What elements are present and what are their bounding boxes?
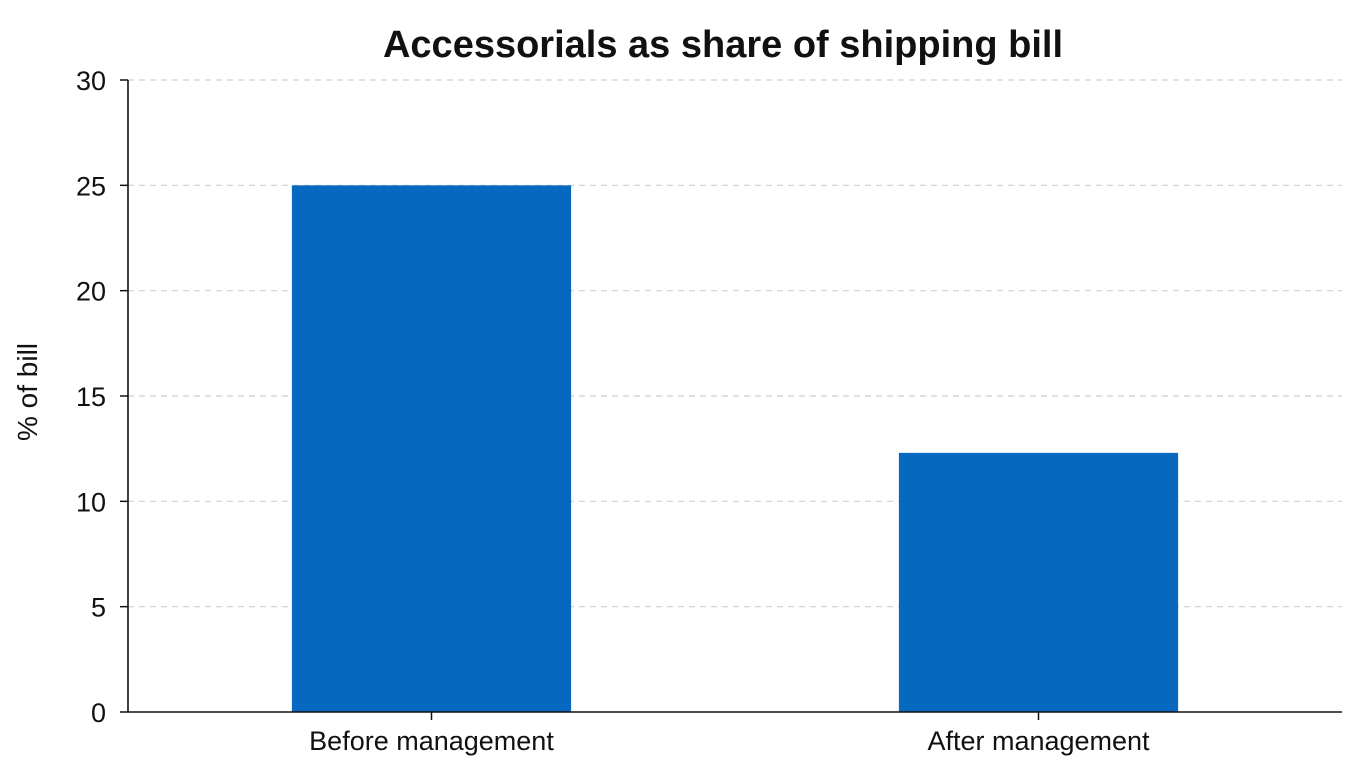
y-tick-label: 5 [91, 593, 106, 623]
bar-before-management [291, 185, 572, 713]
bar-after-management [898, 452, 1179, 712]
y-axis-ticks: 0 5 10 15 20 25 30 [76, 66, 128, 728]
y-tick-label: 0 [91, 698, 106, 728]
x-category-label: After management [927, 726, 1150, 756]
y-tick-label: 10 [76, 487, 106, 517]
y-tick-label: 25 [76, 171, 106, 201]
y-tick-label: 15 [76, 382, 106, 412]
y-axis-label: % of bill [12, 343, 43, 441]
bars [291, 185, 1179, 713]
chart-title: Accessorials as share of shipping bill [383, 24, 1063, 66]
y-tick-label: 30 [76, 66, 106, 96]
x-category-label: Before management [309, 726, 554, 756]
x-axis-labels: Before management After management [309, 712, 1150, 756]
y-tick-label: 20 [76, 277, 106, 307]
